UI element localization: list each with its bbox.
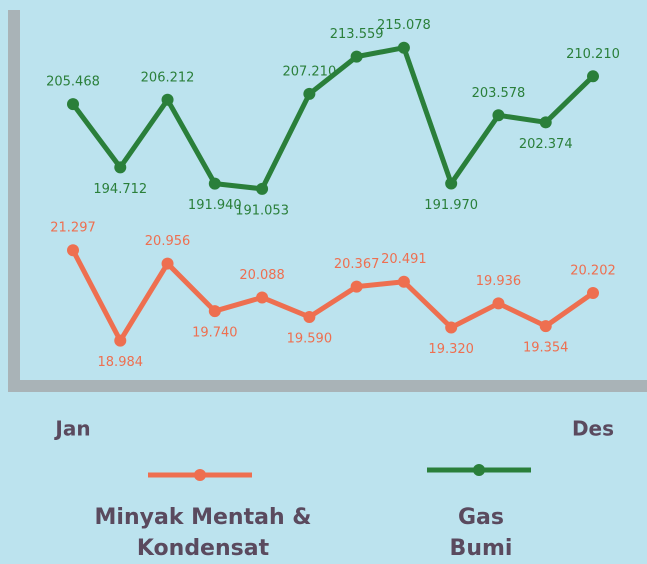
point — [208, 177, 221, 190]
x-axis-bar — [8, 380, 647, 392]
legend-label: Gas Bumi — [449, 505, 513, 561]
point — [303, 310, 316, 323]
data-label: 191.940 — [188, 198, 242, 213]
data-label: 20.491 — [381, 252, 427, 267]
data-label: 210.210 — [566, 47, 620, 62]
point — [67, 98, 79, 111]
series-line — [70, 45, 595, 192]
data-label: 202.374 — [519, 137, 573, 152]
x-tick-label: Jan — [53, 417, 90, 441]
point — [445, 321, 458, 334]
point — [397, 41, 410, 54]
point — [208, 305, 221, 318]
point — [350, 280, 363, 293]
data-label: 20.367 — [334, 257, 380, 272]
data-label: 19.354 — [523, 341, 569, 356]
point — [256, 291, 269, 304]
point — [397, 275, 410, 288]
data-label: 20.088 — [239, 268, 285, 283]
point — [492, 109, 505, 122]
point — [587, 287, 599, 300]
point — [256, 182, 269, 195]
point — [114, 334, 127, 347]
data-label: 21.297 — [50, 221, 96, 236]
x-tick-label: Des — [572, 417, 614, 441]
point — [161, 93, 174, 106]
point — [492, 297, 505, 310]
legend-marker — [473, 464, 485, 476]
data-label: 191.970 — [424, 198, 478, 213]
data-label: 215.078 — [377, 18, 431, 33]
data-label: 20.956 — [145, 234, 191, 249]
data-label: 20.202 — [570, 264, 616, 279]
point — [587, 70, 599, 83]
data-label: 191.053 — [235, 203, 289, 218]
data-label: 19.590 — [287, 331, 333, 346]
data-label: 19.740 — [192, 326, 238, 341]
data-label: 207.210 — [282, 64, 336, 79]
point — [161, 257, 174, 270]
data-label: 206.212 — [141, 70, 195, 85]
point — [539, 116, 552, 129]
data-label: 213.559 — [330, 27, 384, 42]
legend-marker — [194, 469, 206, 481]
data-label: 203.578 — [472, 86, 526, 101]
point — [539, 320, 552, 333]
point — [114, 161, 127, 174]
data-label: 205.468 — [46, 75, 100, 90]
point — [350, 50, 363, 63]
data-label: 194.712 — [93, 182, 147, 197]
point — [303, 87, 316, 100]
data-label: 19.320 — [428, 342, 474, 357]
point — [445, 177, 458, 190]
data-label: 19.936 — [476, 274, 522, 289]
y-axis-bar — [8, 10, 20, 392]
point — [67, 244, 79, 257]
series-line — [70, 249, 595, 344]
data-label: 18.984 — [98, 355, 144, 370]
legend-label: Minyak Mentah & Kondensat — [94, 505, 312, 561]
